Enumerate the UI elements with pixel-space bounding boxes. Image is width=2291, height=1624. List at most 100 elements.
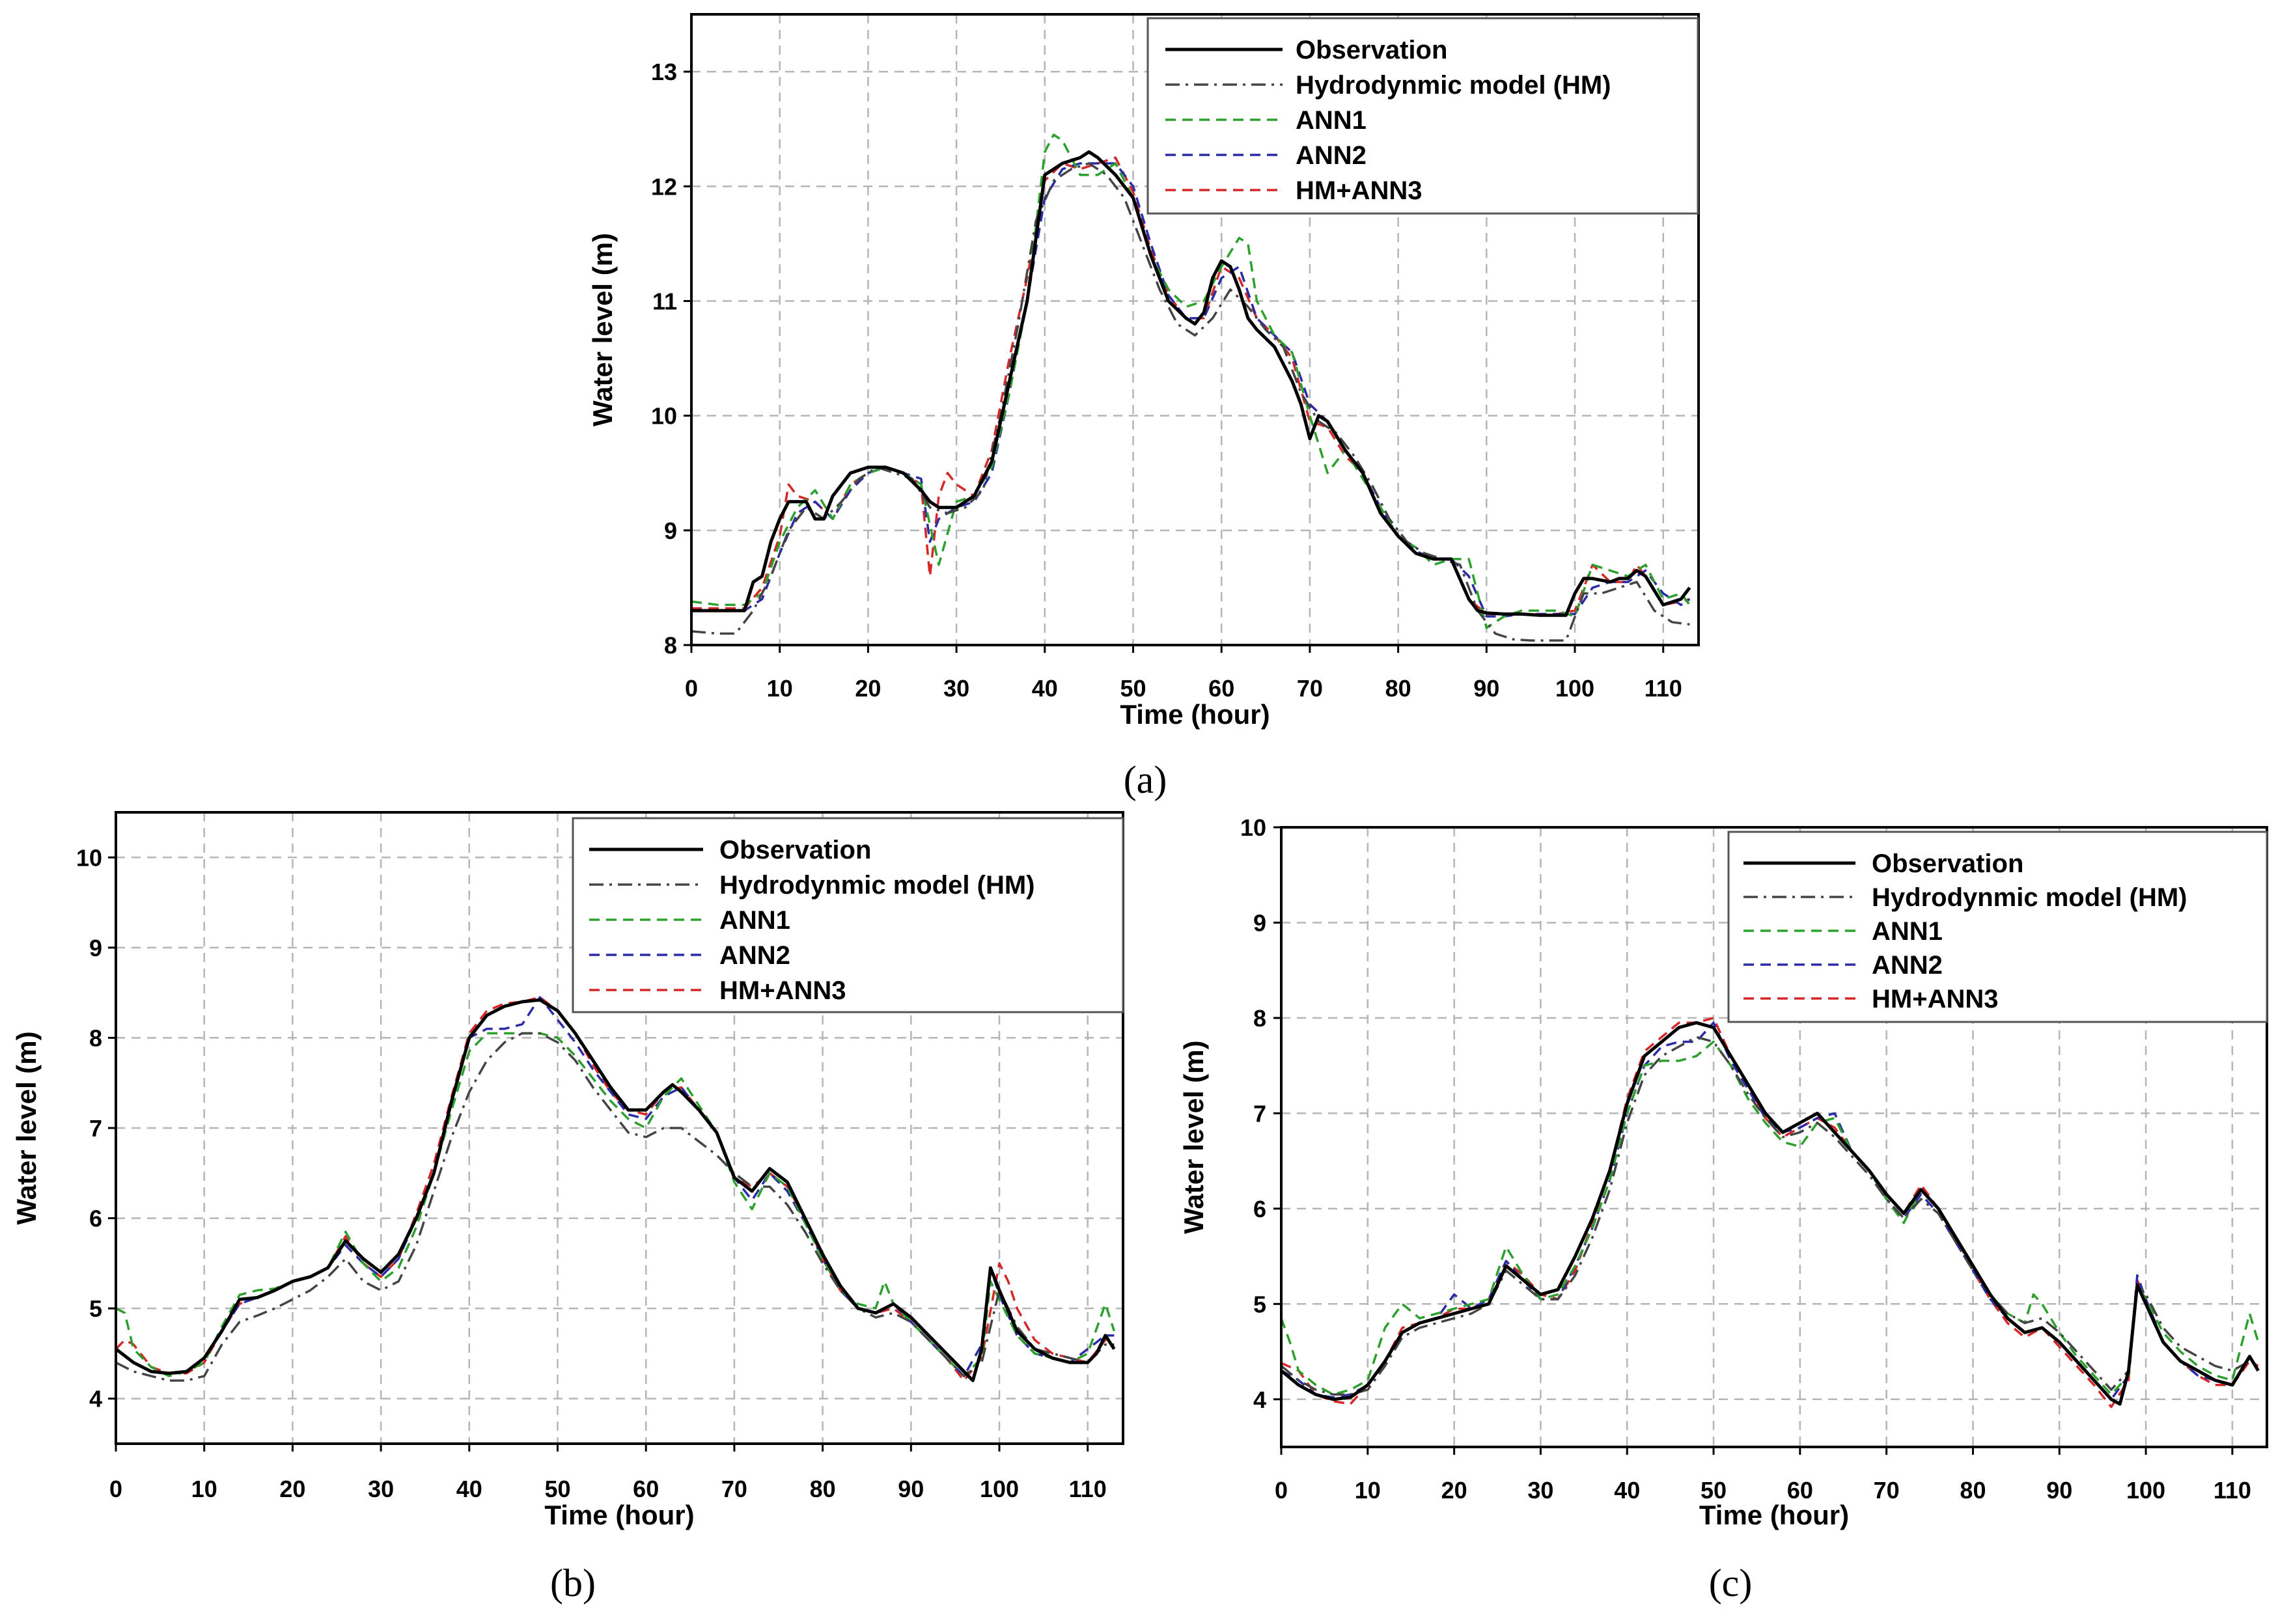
panel-c-label: (c) [1709, 1562, 1753, 1604]
y-axis-label-a: Water level (m) [587, 233, 618, 426]
y-tick-label-b: 10 [76, 844, 102, 871]
x-tick-label-c: 20 [1441, 1477, 1467, 1504]
y-tick-label-b: 5 [89, 1295, 102, 1322]
x-tick-label-c: 30 [1527, 1477, 1553, 1504]
x-tick-label-a: 50 [1120, 675, 1146, 702]
x-tick-label-b: 40 [456, 1476, 482, 1502]
x-tick-label-c: 70 [1874, 1477, 1900, 1504]
x-tick-label-c: 40 [1614, 1477, 1640, 1504]
y-tick-label-c: 10 [1240, 814, 1266, 841]
series-line-observation-c [1280, 1021, 2260, 1406]
y-tick-label-b: 9 [89, 935, 102, 961]
x-tick-label-c: 10 [1355, 1477, 1381, 1504]
x-tick-label-b: 60 [633, 1476, 659, 1502]
x-tick-label-b: 0 [109, 1476, 122, 1502]
series-line-observation-a [691, 150, 1691, 617]
series-line-observation-b [115, 998, 1116, 1383]
x-tick-label-a: 0 [685, 675, 698, 702]
y-axis-label-b: Water level (m) [11, 1031, 42, 1224]
x-tick-label-b: 110 [1069, 1476, 1107, 1502]
y-tick-label-b: 8 [89, 1025, 102, 1051]
x-tick-label-a: 10 [767, 675, 793, 702]
x-tick-label-a: 110 [1645, 675, 1682, 702]
x-tick-label-a: 60 [1208, 675, 1234, 702]
y-tick-label-a: 12 [651, 173, 677, 200]
series-line-ann2-a [691, 162, 1691, 618]
x-axis-label-b: Time (hour) [544, 1500, 694, 1530]
y-tick-label-b: 6 [89, 1205, 102, 1232]
legend-label-hm-c: Hydrodynmic model (HM) [1872, 883, 2187, 912]
x-tick-label-c: 90 [2046, 1477, 2072, 1504]
series-line-hm_ann3-c [1281, 1017, 2259, 1409]
plot-frame-a [690, 13, 1700, 646]
legend-label-observation-b: Observation [719, 836, 871, 864]
y-tick-label-c: 7 [1253, 1100, 1266, 1127]
panel-b-label: (b) [550, 1562, 596, 1604]
legend-label-ann1-a: ANN1 [1296, 106, 1367, 135]
legend-label-ann1-c: ANN1 [1872, 917, 1943, 946]
legend-label-ann2-a: ANN2 [1296, 141, 1367, 170]
legend-label-hm_ann3-b: HM+ANN3 [719, 976, 846, 1005]
y-tick-label-a: 10 [651, 403, 677, 430]
x-tick-label-a: 30 [943, 675, 969, 702]
y-axis-label-c: Water level (m) [1178, 1040, 1209, 1233]
series-line-hm-c [1280, 1036, 2259, 1396]
panel-c-chart: 0 10 20 30 40 50 60 70 80 90 100 110 4 5 6 7 8 9 10 Time (h… [1178, 814, 2268, 1530]
y-tick-label-c: 5 [1253, 1291, 1266, 1317]
x-tick-label-c: 100 [2126, 1477, 2165, 1504]
x-tick-label-b: 90 [898, 1476, 924, 1502]
y-tick-label-c: 8 [1253, 1005, 1266, 1032]
panel-a-chart: 0 10 20 30 40 50 60 70 80 90 100 110 8 9 10 11 12 13 Time … [587, 13, 1700, 730]
x-tick-label-b: 10 [191, 1476, 217, 1502]
x-tick-label-c: 50 [1701, 1477, 1727, 1504]
x-tick-label-c: 80 [1960, 1477, 1986, 1504]
y-tick-label-c: 9 [1253, 909, 1266, 936]
x-tick-label-a: 20 [855, 675, 881, 702]
x-tick-label-b: 20 [279, 1476, 305, 1502]
legend-label-hm-a: Hydrodynmic model (HM) [1296, 71, 1611, 100]
y-tick-label-a: 8 [664, 632, 677, 659]
series-line-ann1-c [1280, 1040, 2260, 1396]
y-tick-label-a: 11 [652, 288, 677, 314]
legend-label-ann1-b: ANN1 [719, 906, 790, 935]
x-axis-label-a: Time (hour) [1120, 699, 1270, 730]
legend-label-observation-c: Observation [1872, 849, 2023, 878]
y-tick-label-b: 4 [89, 1386, 102, 1412]
x-tick-label-b: 80 [810, 1476, 836, 1502]
x-tick-label-a: 80 [1385, 675, 1411, 702]
plot-frame-c [1280, 826, 2268, 1448]
series-line-hm-b [115, 1032, 1115, 1382]
panel-b-chart: 0 10 20 30 40 50 60 70 80 90 100 110 4 5 6 7 8 9 10 Time (h… [11, 811, 1124, 1530]
series-line-ann1-b [115, 1032, 1116, 1377]
x-tick-label-b: 70 [721, 1476, 747, 1502]
series-line-ann2-b [115, 996, 1115, 1377]
x-tick-label-c: 60 [1787, 1477, 1813, 1504]
x-tick-label-c: 110 [2214, 1477, 2251, 1504]
y-tick-label-a: 9 [664, 517, 677, 544]
series-line-hm-a [691, 162, 1690, 642]
x-tick-label-a: 40 [1032, 675, 1058, 702]
x-tick-label-b: 100 [980, 1476, 1019, 1502]
series-line-hm_ann3-a [691, 156, 1690, 616]
x-tick-label-b: 30 [368, 1476, 394, 1502]
legend-label-ann2-c: ANN2 [1872, 951, 1943, 980]
x-axis-label-c: Time (hour) [1699, 1500, 1849, 1530]
x-tick-label-a: 90 [1473, 675, 1499, 702]
legend-label-hm_ann3-a: HM+ANN3 [1296, 176, 1422, 205]
x-tick-label-a: 100 [1555, 675, 1594, 702]
series-line-hm_ann3-b [115, 996, 1115, 1382]
legend-label-ann2-b: ANN2 [719, 941, 790, 970]
y-tick-label-c: 6 [1253, 1196, 1266, 1222]
legend-label-hm-b: Hydrodynmic model (HM) [719, 871, 1034, 900]
x-tick-label-a: 70 [1297, 675, 1323, 702]
y-tick-label-c: 4 [1253, 1386, 1266, 1413]
y-tick-label-a: 13 [651, 59, 677, 85]
x-tick-label-b: 50 [544, 1476, 570, 1502]
x-tick-label-c: 0 [1275, 1477, 1288, 1504]
panel-a-label: (a) [1124, 758, 1167, 801]
legend-label-hm_ann3-c: HM+ANN3 [1872, 985, 1998, 1013]
y-tick-label-b: 7 [89, 1115, 102, 1142]
series-line-ann2-c [1281, 1021, 2260, 1401]
legend-label-observation-a: Observation [1296, 36, 1447, 64]
